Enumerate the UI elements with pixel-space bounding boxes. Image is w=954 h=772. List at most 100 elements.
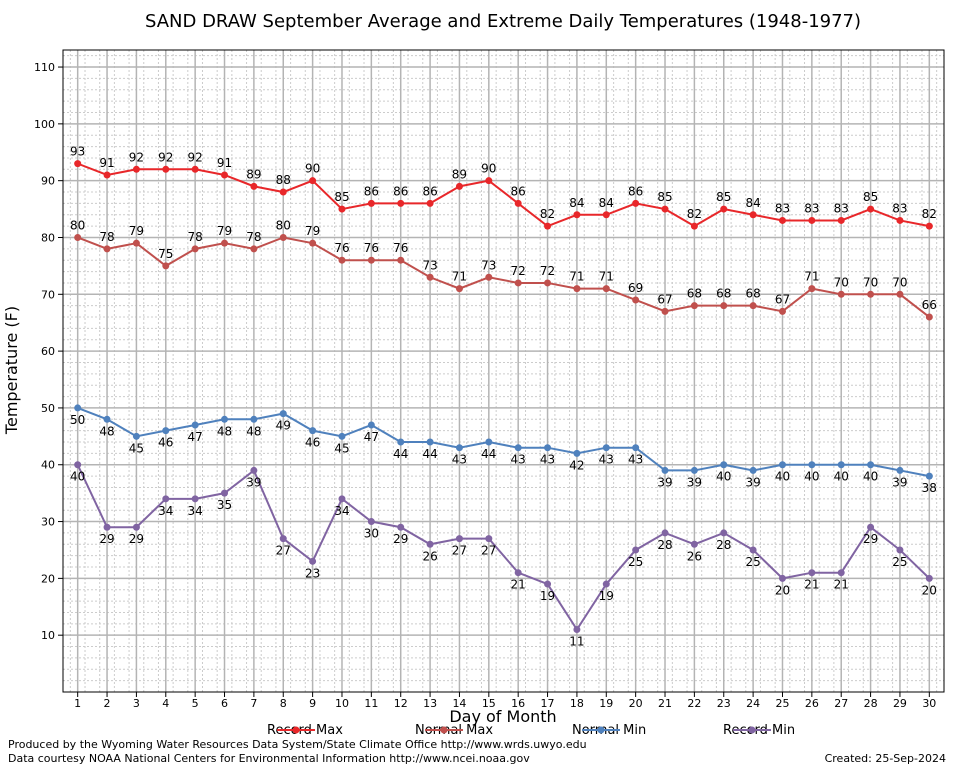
- data-label: 19: [599, 589, 614, 603]
- series-line: [76, 464, 931, 632]
- data-point: [367, 256, 375, 264]
- data-point: [778, 216, 786, 224]
- data-label: 40: [70, 470, 85, 484]
- legend-marker: [440, 726, 448, 734]
- data-point: [103, 523, 111, 531]
- y-tick-label: 10: [41, 629, 55, 642]
- data-label: 90: [481, 162, 496, 176]
- y-tick-label: 80: [41, 231, 55, 244]
- data-label: 46: [305, 436, 320, 450]
- data-point: [250, 466, 258, 474]
- data-label: 28: [657, 538, 672, 552]
- legend-item: Record Min: [723, 723, 795, 738]
- data-label: 11: [569, 635, 584, 649]
- data-point: [602, 444, 610, 452]
- data-point: [132, 432, 140, 440]
- data-label: 21: [804, 578, 819, 592]
- y-axis-label: Temperature (F): [2, 306, 21, 435]
- data-label: 39: [246, 475, 261, 489]
- data-point: [661, 205, 669, 213]
- data-label: 85: [657, 190, 672, 204]
- x-tick-label: 2: [104, 697, 111, 710]
- data-label: 25: [892, 555, 907, 569]
- x-tick-label: 5: [192, 697, 199, 710]
- data-point: [720, 302, 728, 310]
- data-label: 20: [775, 583, 790, 597]
- data-point: [162, 165, 170, 173]
- data-point: [191, 245, 199, 253]
- data-label: 48: [217, 424, 232, 438]
- data-point: [720, 461, 728, 469]
- data-label: 73: [481, 258, 496, 272]
- data-point: [250, 182, 258, 190]
- data-point: [720, 205, 728, 213]
- data-label: 83: [775, 201, 790, 215]
- x-tick-label: 27: [834, 697, 848, 710]
- data-label: 82: [922, 207, 937, 221]
- y-tick-label: 90: [41, 175, 55, 188]
- y-tick-label: 20: [41, 572, 55, 585]
- data-label: 28: [716, 538, 731, 552]
- data-label: 90: [305, 162, 320, 176]
- data-label: 21: [834, 578, 849, 592]
- data-label: 85: [863, 190, 878, 204]
- data-label: 71: [804, 270, 819, 284]
- data-label: 26: [422, 549, 437, 563]
- data-label: 70: [863, 275, 878, 289]
- data-label: 83: [892, 201, 907, 215]
- data-label: 86: [628, 184, 643, 198]
- x-tick-label: 19: [599, 697, 613, 710]
- data-point: [661, 307, 669, 315]
- data-point: [455, 444, 463, 452]
- data-point: [132, 165, 140, 173]
- data-point: [485, 438, 493, 446]
- data-point: [74, 233, 82, 241]
- data-label: 68: [716, 287, 731, 301]
- data-point: [896, 290, 904, 298]
- data-point: [925, 472, 933, 480]
- data-point: [808, 285, 816, 293]
- data-label: 85: [334, 190, 349, 204]
- data-label: 35: [217, 498, 232, 512]
- data-label: 92: [129, 150, 144, 164]
- data-label: 79: [129, 224, 144, 238]
- data-point: [514, 569, 522, 577]
- data-point: [808, 461, 816, 469]
- series-line: [77, 406, 930, 478]
- data-label: 34: [158, 504, 173, 518]
- data-point: [426, 438, 434, 446]
- x-tick-label: 28: [864, 697, 878, 710]
- data-point: [867, 461, 875, 469]
- data-point: [162, 495, 170, 503]
- data-point: [661, 466, 669, 474]
- data-point: [309, 427, 317, 435]
- x-tick-label: 25: [775, 697, 789, 710]
- data-label: 92: [188, 150, 203, 164]
- data-point: [573, 211, 581, 219]
- data-point: [867, 523, 875, 531]
- plot-area: [63, 50, 944, 692]
- data-label: 80: [70, 218, 85, 232]
- data-point: [837, 461, 845, 469]
- data-label: 86: [364, 184, 379, 198]
- data-label: 34: [334, 504, 349, 518]
- data-point: [690, 222, 698, 230]
- x-tick-label: 24: [746, 697, 760, 710]
- data-label: 39: [892, 475, 907, 489]
- data-point: [544, 444, 552, 452]
- data-label: 21: [511, 578, 526, 592]
- data-point: [837, 290, 845, 298]
- data-point: [455, 535, 463, 543]
- data-point: [74, 160, 82, 168]
- data-point: [309, 239, 317, 247]
- data-point: [867, 205, 875, 213]
- data-point: [602, 285, 610, 293]
- data-point: [925, 574, 933, 582]
- data-point: [250, 245, 258, 253]
- data-point: [896, 466, 904, 474]
- data-point: [690, 540, 698, 548]
- x-tick-label: 10: [335, 697, 349, 710]
- data-label: 46: [158, 436, 173, 450]
- data-point: [602, 580, 610, 588]
- data-label: 67: [775, 292, 790, 306]
